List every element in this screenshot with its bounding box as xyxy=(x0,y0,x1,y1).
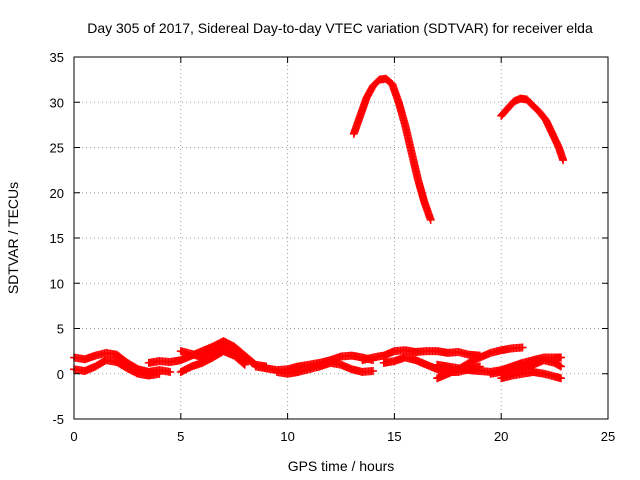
x-tick-label: 10 xyxy=(280,429,294,444)
data-point xyxy=(369,367,378,376)
series-arc-o xyxy=(497,94,568,165)
data-point xyxy=(518,343,527,352)
x-tick-label: 0 xyxy=(70,429,77,444)
y-tick-label: 25 xyxy=(50,141,64,156)
chart-title: Day 305 of 2017, Sidereal Day-to-day VTE… xyxy=(87,20,593,36)
y-tick-label: 20 xyxy=(50,186,64,201)
series-arc-n xyxy=(349,74,435,224)
axis-ticks: 0 5 10 15 20 25 -5 0 5 10 15 20 25 30 35 xyxy=(50,50,616,444)
data-point xyxy=(166,367,175,376)
x-tick-label: 20 xyxy=(494,429,508,444)
y-axis-label: SDTVAR / TECUs xyxy=(5,182,21,294)
data-point xyxy=(557,374,566,383)
series-arc-h xyxy=(358,346,484,365)
y-tick-label: 5 xyxy=(57,322,64,337)
x-axis-label: GPS time / hours xyxy=(288,458,395,474)
y-tick-label: -5 xyxy=(52,412,64,427)
x-tick-label: 5 xyxy=(177,429,184,444)
data-point xyxy=(557,362,566,371)
data-point xyxy=(559,156,568,165)
x-tick-label: 25 xyxy=(601,429,615,444)
data-point xyxy=(155,369,164,378)
y-tick-label: 30 xyxy=(50,95,64,110)
data-point xyxy=(239,359,248,368)
y-tick-label: 10 xyxy=(50,276,64,291)
series-arc-g xyxy=(272,358,378,378)
series-arc-e xyxy=(176,347,249,376)
y-tick-label: 35 xyxy=(50,50,64,65)
data-points xyxy=(70,74,568,383)
y-tick-label: 0 xyxy=(57,367,64,382)
series-arc-m xyxy=(497,367,566,383)
x-tick-label: 15 xyxy=(387,429,401,444)
data-point xyxy=(240,360,249,369)
data-point xyxy=(426,215,435,224)
series-arc-b xyxy=(70,356,164,380)
data-point xyxy=(557,353,566,362)
y-tick-label: 15 xyxy=(50,231,64,246)
